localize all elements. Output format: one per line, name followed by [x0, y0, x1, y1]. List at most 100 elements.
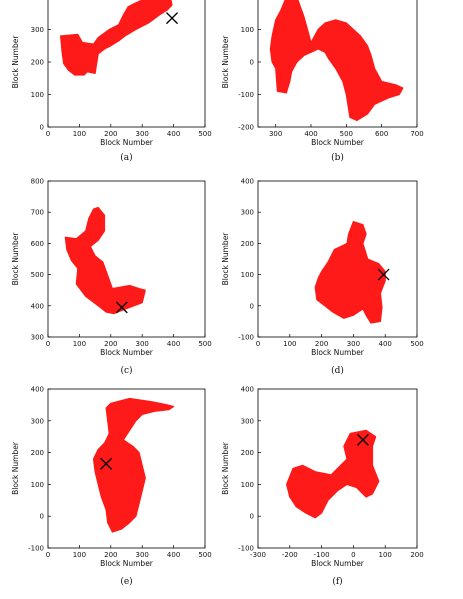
x-tick-label: 100 [379, 551, 392, 559]
plot-frame [257, 180, 418, 338]
y-tick-label: 100 [241, 26, 254, 34]
y-tick-label: 400 [31, 302, 44, 310]
x-tick-label: 500 [410, 340, 423, 348]
panel-caption: (d) [331, 365, 344, 376]
y-tick-label: 100 [31, 481, 44, 489]
x-tick-label: 500 [198, 130, 211, 138]
y-tick-label: 400 [31, 386, 44, 394]
x-marker [377, 268, 390, 281]
x-tick-label: 0 [256, 340, 260, 348]
x-axis-label: Block Number [100, 348, 154, 357]
y-tick-label: -100 [238, 91, 254, 99]
x-tick-label: 200 [104, 551, 117, 559]
x-tick-label: -300 [250, 551, 266, 559]
panel-caption: (f) [332, 576, 342, 587]
x-tick-label: 300 [347, 340, 360, 348]
x-tick-label: 500 [198, 551, 211, 559]
x-marker [166, 12, 178, 25]
x-tick-label: 300 [136, 340, 149, 348]
x-tick-label: 200 [315, 340, 328, 348]
panel-caption: (a) [120, 152, 132, 163]
y-tick-label: 300 [241, 209, 254, 217]
y-tick-label: 300 [31, 334, 44, 342]
x-marker [100, 457, 113, 470]
y-tick-label: 100 [241, 271, 254, 279]
region-area [59, 0, 173, 76]
x-tick-label: 600 [375, 130, 388, 138]
x-tick-label: 400 [167, 551, 180, 559]
y-tick-label: 600 [31, 240, 44, 248]
x-axis-label: Block Number [100, 138, 154, 147]
x-tick-label: 100 [73, 130, 86, 138]
x-tick-label: 0 [46, 551, 50, 559]
x-tick-label: 200 [104, 130, 117, 138]
y-tick-label: 400 [241, 178, 254, 186]
y-axis-label: Block Number [11, 441, 20, 495]
x-tick-label: 400 [167, 340, 180, 348]
x-tick-label: 400 [304, 130, 317, 138]
x-axis-label: Block Number [311, 559, 365, 568]
x-tick-label: 100 [73, 551, 86, 559]
y-tick-label: 200 [31, 449, 44, 457]
x-tick-label: 300 [269, 130, 282, 138]
y-axis-label: Block Number [221, 441, 230, 495]
panel-3: 0 100 200 300 400 500 300 400 500 600 700 800 Block … [11, 178, 212, 377]
plot-frame [257, 388, 418, 549]
y-axis-label: Block Number [221, 232, 230, 286]
region-area [286, 429, 380, 519]
x-tick-label: 0 [46, 340, 50, 348]
region-area [92, 397, 175, 533]
region-area [269, 0, 404, 122]
x-axis-label: Block Number [100, 559, 154, 568]
panel-caption: (e) [120, 576, 132, 587]
x-tick-label: -200 [282, 551, 298, 559]
y-tick-label: -200 [238, 124, 254, 132]
y-tick-label: 0 [250, 59, 254, 67]
panel-caption: (c) [120, 365, 132, 376]
y-tick-label: 200 [241, 449, 254, 457]
x-tick-label: 100 [283, 340, 296, 348]
y-tick-label: -100 [28, 545, 44, 553]
y-tick-label: 0 [40, 124, 44, 132]
x-marker [115, 301, 128, 314]
x-tick-label: 0 [46, 130, 50, 138]
y-tick-label: 0 [250, 302, 254, 310]
y-axis-label: Block Number [11, 232, 20, 286]
x-tick-label: 0 [351, 551, 355, 559]
y-tick-label: 300 [241, 417, 254, 425]
x-tick-label: 700 [410, 130, 423, 138]
x-tick-label: 200 [104, 340, 117, 348]
y-tick-label: -100 [238, 334, 254, 342]
y-tick-label: 0 [250, 513, 254, 521]
panel-1: 0 100 200 300 400 500 0 100 200 300 400 Block Numbe… [11, 0, 212, 163]
y-tick-label: 400 [241, 386, 254, 394]
region-area [314, 221, 386, 324]
plot-frame [47, 388, 206, 549]
x-tick-label: 100 [73, 340, 86, 348]
y-tick-label: 800 [31, 178, 44, 186]
y-tick-label: 400 [31, 0, 44, 2]
x-tick-label: 200 [410, 551, 423, 559]
x-tick-label: -100 [314, 551, 330, 559]
y-tick-label: 100 [31, 91, 44, 99]
x-tick-label: 400 [379, 340, 392, 348]
y-tick-label: 300 [31, 26, 44, 34]
y-tick-label: 100 [241, 481, 254, 489]
x-tick-label: 500 [198, 340, 211, 348]
x-tick-label: 400 [167, 130, 180, 138]
region-area [64, 206, 146, 315]
y-tick-label: 200 [31, 59, 44, 67]
x-marker [356, 433, 369, 446]
x-axis-label: Block Number [311, 138, 365, 147]
x-tick-label: 500 [340, 130, 353, 138]
panel-6: -300 -200 -100 0 100 200 -100 0 100 200 300 400 Bloc… [221, 386, 424, 588]
y-tick-label: 200 [241, 240, 254, 248]
y-tick-label: 0 [40, 513, 44, 521]
panel-caption: (b) [331, 152, 344, 163]
panel-2: 300 400 500 600 700 -200 -100 0 100 Block Number B… [221, 0, 424, 163]
x-tick-label: 300 [136, 551, 149, 559]
plot-frame [47, 180, 206, 338]
